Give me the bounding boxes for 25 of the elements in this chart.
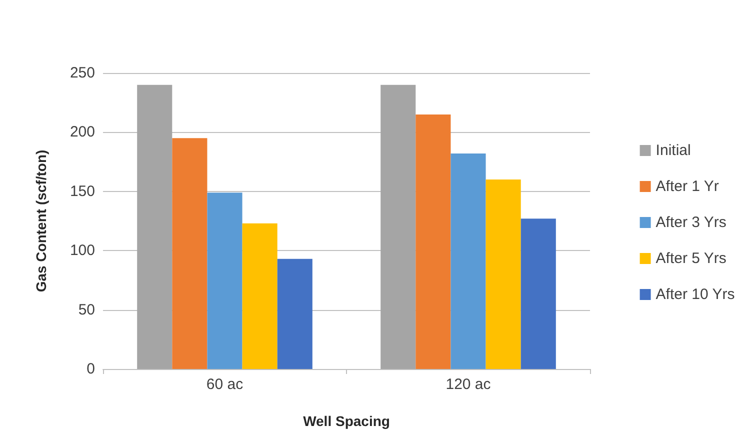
legend-label: Initial [656, 142, 691, 159]
x-tick-label: 120 ac [446, 376, 492, 393]
y-tick-label: 250 [70, 64, 95, 82]
bar [172, 138, 208, 369]
legend-label: After 1 Yr [656, 178, 719, 195]
bar [520, 218, 556, 369]
bar [207, 192, 242, 369]
legend-label: After 5 Yrs [656, 250, 726, 267]
x-tick-label: 60 ac [206, 376, 244, 393]
y-tick-label: 0 [86, 360, 95, 378]
bar [242, 223, 278, 369]
y-tick-label: 50 [78, 301, 95, 318]
y-tick-label: 200 [70, 124, 95, 141]
bar [416, 114, 451, 369]
bar [277, 258, 312, 369]
bar [137, 84, 172, 369]
bar [486, 180, 521, 369]
y-tick-label: 150 [70, 182, 95, 200]
y-tick-label: 100 [70, 242, 95, 260]
legend-label: After 3 Yrs [656, 214, 726, 231]
legend-label: After 10 Yrs [656, 286, 735, 303]
bar [450, 154, 486, 369]
bar [380, 84, 416, 369]
x-axis-title: Well Spacing [303, 413, 390, 429]
y-axis-title: Gas Content (scf/ton) [33, 150, 49, 292]
